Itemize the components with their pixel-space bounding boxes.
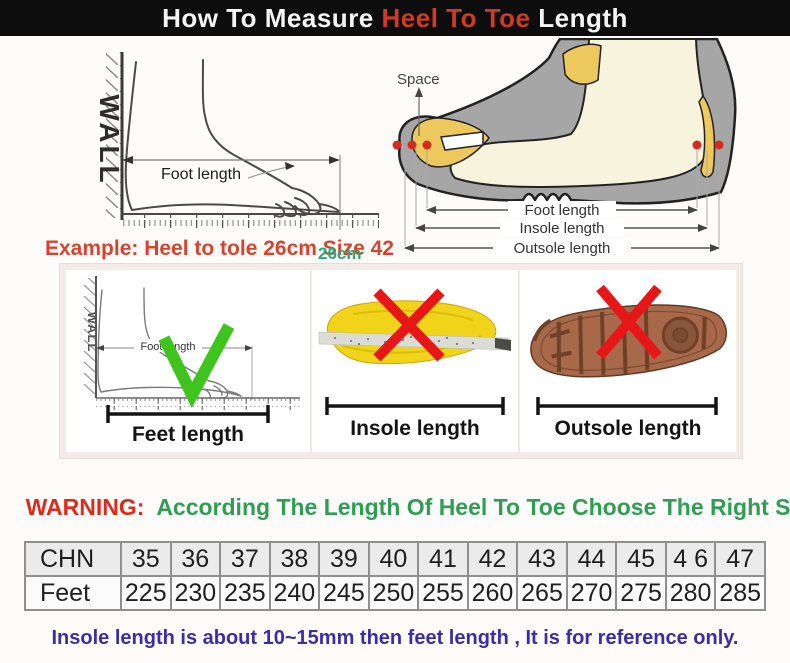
feet-mm: 250: [367, 575, 420, 611]
measure-point-dots: [392, 140, 724, 150]
wall-hatching: [83, 278, 96, 394]
chn-size: 40: [367, 541, 420, 577]
chn-size: 35: [120, 541, 172, 577]
page-title-suffix: Length: [530, 2, 628, 33]
feet-length-caption: Feet length: [132, 423, 244, 446]
feet-mm: 240: [268, 575, 321, 611]
row-label: Feet: [24, 575, 122, 611]
ruler-major-ticks: [122, 214, 379, 228]
feet-mm: 230: [169, 575, 222, 611]
heel-circle-inner: [672, 327, 689, 344]
feet-mm: 270: [565, 575, 618, 611]
chn-size: 47: [714, 541, 766, 577]
feet-length-diagram: WALL Foot length: [83, 276, 300, 446]
example-text: Example: Heel to tole 26cm Size 42: [45, 237, 394, 260]
feet-mm: 245: [318, 575, 370, 611]
chn-size: 39: [318, 541, 370, 577]
chn-size: 37: [219, 541, 271, 577]
chn-size: 4 6: [664, 541, 717, 577]
arrowhead-left: [96, 345, 104, 351]
size-table-feet-row: Feet 225 230 235 240 245 250 255 260 265…: [24, 575, 766, 611]
insole-image: [318, 288, 511, 365]
foot-length-line-label: Foot length: [524, 202, 599, 219]
feet-length-cell: WALL Foot length: [66, 270, 312, 452]
chn-size: 44: [565, 541, 618, 577]
insole-length-caption: Insole length: [350, 417, 480, 440]
warning-line: WARNING: According The Length Of Heel To…: [0, 467, 790, 548]
measure-method-panel: WALL Foot length: [59, 263, 743, 459]
wall-label: WALL: [94, 94, 125, 185]
size-table-chn-row: CHN 35 36 37 38 39 40 41 42 43 44 45 4 6…: [24, 541, 766, 577]
tape-end: [494, 338, 511, 351]
foot-outline: [124, 59, 341, 218]
toe-gap-notch: [440, 131, 484, 151]
ruler-major-ticks: [96, 398, 300, 410]
feet-mm: 225: [120, 575, 172, 611]
size-table: CHN 35 36 37 38 39 40 41 42 43 44 45 4 6…: [24, 541, 766, 611]
outsole-length-line-label: Outsole length: [514, 240, 611, 257]
outsole-length-cell: Outsole length: [520, 270, 734, 452]
arrowhead-right: [329, 156, 340, 164]
feet-mm: 235: [219, 575, 271, 611]
label-bg: [493, 239, 631, 256]
feet-mm: 275: [615, 575, 667, 611]
chn-size: 41: [417, 541, 469, 577]
foot-length-label: Foot length: [161, 166, 241, 183]
label-bg: [508, 201, 616, 218]
roll-guide-arrowhead: [285, 162, 295, 170]
cross-mark-icon: [372, 288, 445, 362]
insole-length-cell: Insole length: [312, 270, 520, 452]
insole-length-diagram: Insole length: [318, 288, 511, 440]
outsole-length-caption: Outsole length: [555, 417, 702, 440]
space-label: Space: [397, 71, 440, 88]
feet-mm: 260: [466, 575, 519, 611]
page-title-prefix: How To Measure: [162, 2, 382, 33]
chn-size: 36: [169, 541, 222, 577]
row-label: CHN: [24, 541, 122, 577]
shoe-cross-section-diagram: Space Foot length Insole length Outsole …: [392, 38, 737, 257]
page-title-highlight: Heel To Toe: [381, 2, 531, 33]
chn-size: 42: [466, 541, 519, 577]
header-bar: How To Measure Heel To Toe Length: [0, 0, 790, 36]
feet-mm: 280: [664, 575, 717, 611]
feet-mm: 255: [417, 575, 469, 611]
measure-connector-lines: [404, 150, 720, 246]
warning-label: WARNING:: [25, 494, 145, 520]
foot-measure-diagram: WALL Foot length: [94, 52, 379, 230]
chn-size: 45: [615, 541, 667, 577]
roll-guide-arc: [247, 166, 289, 179]
ruler-measure-value: 26cm: [318, 244, 362, 263]
wall-hatching: [106, 52, 122, 218]
chn-size: 38: [268, 541, 321, 577]
wall-label: WALL: [85, 312, 100, 353]
length-bracket: [536, 397, 718, 415]
label-bg: [500, 219, 624, 236]
insole-length-line-label: Insole length: [519, 220, 604, 237]
arrowhead-left: [122, 156, 133, 164]
length-bracket: [106, 405, 270, 423]
check-mark-icon: [158, 323, 235, 409]
feet-mm: 265: [516, 575, 568, 611]
chn-size: 43: [516, 541, 568, 577]
measure-arrowheads: [404, 206, 720, 252]
outsole-image: [530, 304, 727, 378]
feet-mm: 285: [714, 575, 766, 611]
warning-text: According The Length Of Heel To Toe Choo…: [144, 494, 790, 520]
outsole-length-diagram: Outsole length: [530, 284, 727, 440]
arrowhead-right: [245, 345, 253, 351]
cross-mark-icon: [596, 284, 662, 360]
length-bracket: [324, 397, 505, 415]
reference-footnote: Insole length is about 10~15mm then feet…: [51, 627, 739, 649]
space-arrowhead: [415, 87, 423, 97]
